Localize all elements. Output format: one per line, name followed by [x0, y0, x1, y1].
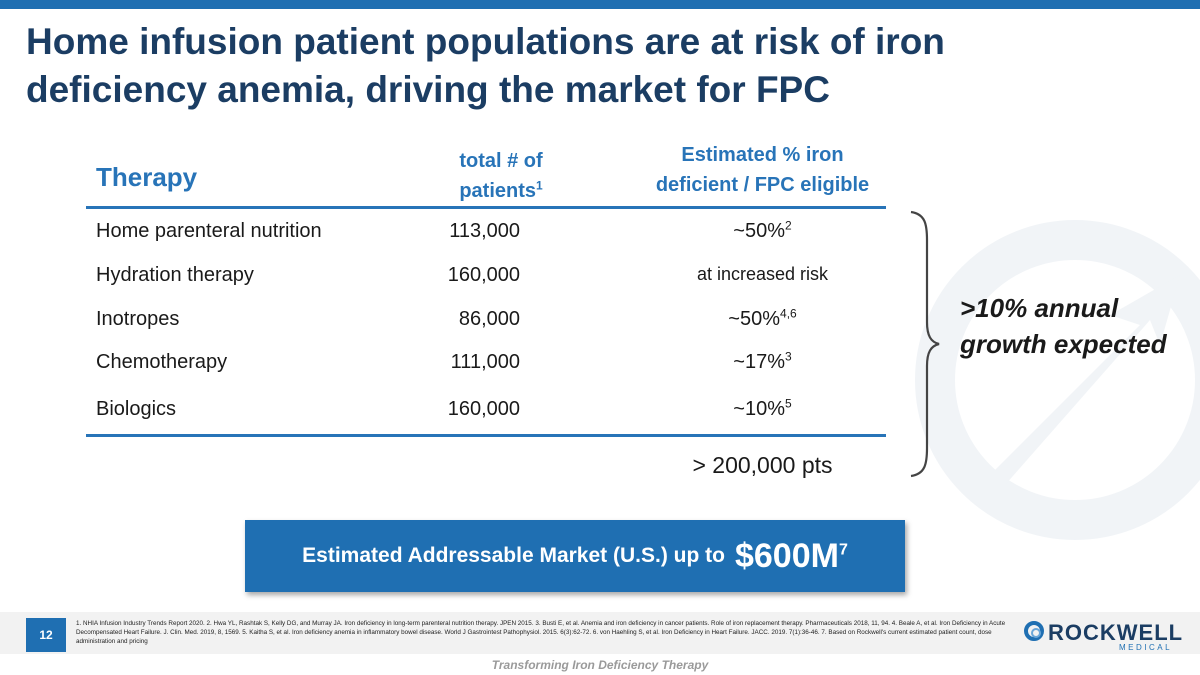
header-patients: total # of patients1 [426, 146, 576, 206]
pct-value: ~10% [733, 398, 786, 420]
logo-ring-icon [1024, 621, 1044, 641]
patient-count: 111,000 [450, 351, 520, 373]
patient-count: 160,000 [447, 264, 520, 286]
growth-note: >10% annual growth expected [960, 293, 1167, 359]
therapy-name: Home parenteral nutrition [96, 220, 322, 242]
pct-value: ~50% [728, 308, 781, 330]
footer-tagline: Transforming Iron Deficiency Therapy [491, 658, 709, 672]
pct-value: ~50% [733, 220, 786, 242]
total-patients: > 200,000 pts [692, 452, 833, 478]
table-row: Chemotherapy 111,000 ~17%3 [0, 349, 900, 381]
top-accent-bar [0, 0, 1200, 9]
therapy-name: Chemotherapy [96, 351, 228, 373]
market-amount: $600M7 [735, 537, 848, 576]
table-row: Home parenteral nutrition 113,000 ~50%2 [0, 218, 900, 250]
footer-band [0, 612, 1200, 654]
logo-wordmark: ROCKWELL [1048, 620, 1184, 645]
page-title: Home infusion patient populations are at… [26, 21, 945, 110]
iron-deficient-pct: ~50%2 [640, 218, 885, 243]
pct-sup: 5 [785, 396, 792, 411]
pct-sup: 4,6 [780, 306, 797, 321]
pct-sup: 3 [785, 349, 792, 364]
table-row: Inotropes 86,000 ~50%4,6 [0, 306, 900, 338]
patient-count: 86,000 [458, 308, 520, 330]
page-number: 12 [26, 618, 66, 652]
rockwell-logo: ROCKWELL MEDICAL [1022, 617, 1182, 653]
table-top-rule [86, 206, 886, 209]
header-estimate: Estimated % iron deficient / FPC eligibl… [655, 144, 870, 196]
patient-count: 113,000 [449, 220, 520, 242]
pct-value: ~17% [733, 351, 786, 373]
iron-deficient-pct: at increased risk [640, 264, 885, 285]
right-brace-icon [910, 210, 940, 478]
iron-deficient-pct: ~17%3 [640, 349, 885, 374]
footnotes: 1. NHIA Infusion Industry Trends Report … [76, 620, 1006, 646]
patient-count: 160,000 [447, 398, 520, 420]
table-row: Hydration therapy 160,000 at increased r… [0, 264, 900, 294]
therapy-name: Biologics [96, 398, 177, 420]
header-therapy: Therapy [96, 162, 198, 192]
iron-deficient-pct: ~50%4,6 [640, 306, 885, 331]
table-row: Biologics 160,000 ~10%5 [0, 396, 900, 428]
iron-deficient-pct: ~10%5 [640, 396, 885, 421]
pct-value: at increased risk [696, 264, 829, 284]
table-bottom-rule [86, 434, 886, 437]
header-patients-sup: 1 [536, 178, 543, 193]
therapy-name: Hydration therapy [96, 264, 254, 286]
market-label: Estimated Addressable Market (U.S.) up t… [302, 544, 725, 567]
market-amount-sup: 7 [838, 541, 848, 559]
header-patients-label: total # of patients [459, 150, 543, 202]
market-callout: Estimated Addressable Market (U.S.) up t… [245, 520, 905, 592]
logo-subtext: MEDICAL [1119, 643, 1173, 652]
arrow-watermark-icon [915, 220, 1200, 540]
therapy-name: Inotropes [96, 308, 180, 330]
market-amount-value: $600M [734, 536, 839, 575]
pct-sup: 2 [785, 218, 792, 233]
